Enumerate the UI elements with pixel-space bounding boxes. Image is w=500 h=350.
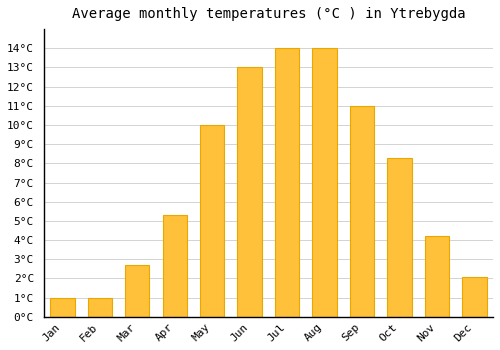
Title: Average monthly temperatures (°C ) in Ytrebygda: Average monthly temperatures (°C ) in Yt…	[72, 7, 465, 21]
Bar	[312, 48, 336, 317]
Bar	[200, 125, 224, 317]
Bar	[162, 215, 187, 317]
Bar	[238, 68, 262, 317]
Bar	[462, 276, 486, 317]
Bar	[388, 158, 411, 317]
Bar	[125, 265, 150, 317]
Bar	[50, 298, 74, 317]
Bar	[350, 106, 374, 317]
Bar	[275, 48, 299, 317]
Bar	[424, 236, 449, 317]
Bar	[88, 298, 112, 317]
